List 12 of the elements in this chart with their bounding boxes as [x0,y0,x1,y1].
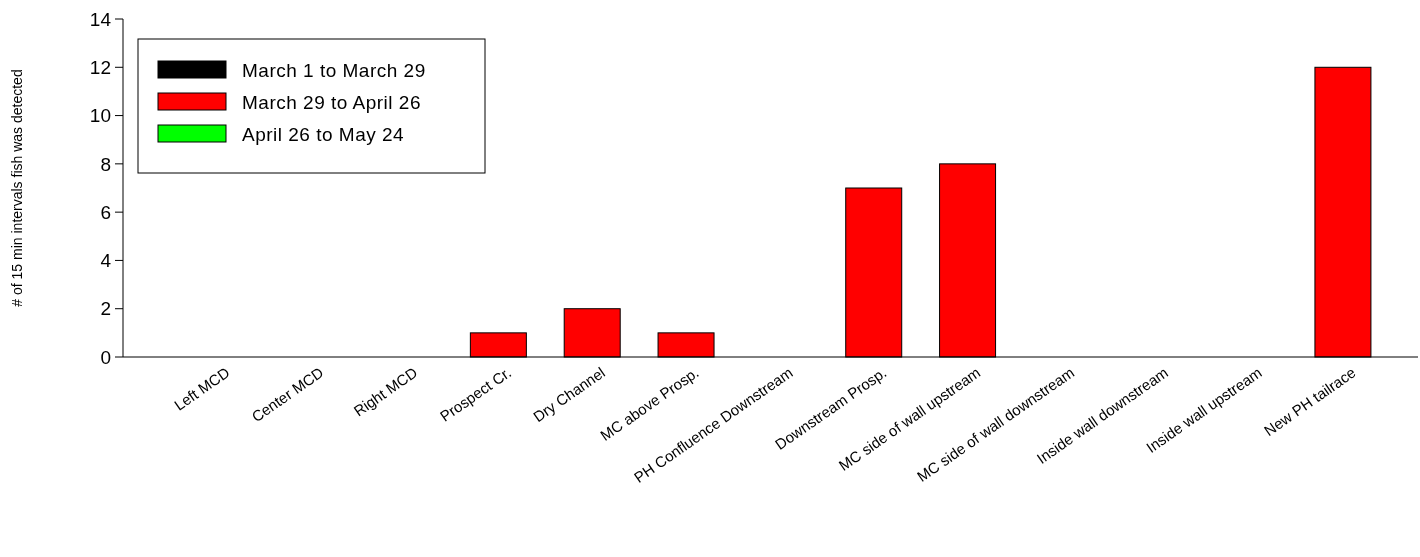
legend-label: April 26 to May 24 [242,123,405,145]
y-tick-label: 12 [89,56,111,78]
legend-label: March 29 to April 26 [242,91,421,113]
legend-label: March 1 to March 29 [242,59,426,81]
y-tick-label: 2 [100,298,111,320]
y-tick-label: 4 [100,250,112,272]
y-tick-label: 6 [100,201,111,223]
y-tick-label: 8 [100,153,111,175]
y-axis-title: # of 15 min intervals fish was detected [9,69,25,307]
y-tick-label: 10 [89,105,111,127]
y-tick-label: 0 [100,346,111,368]
y-tick-label: 14 [89,8,112,30]
